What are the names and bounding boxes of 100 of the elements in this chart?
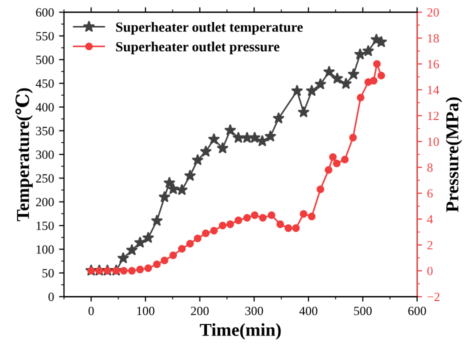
legend-label: Superheater outlet pressure	[116, 42, 280, 54]
point	[349, 134, 357, 142]
y2-tick-label: 12	[428, 112, 439, 120]
point	[226, 220, 234, 228]
point	[250, 211, 258, 220]
point	[356, 94, 364, 102]
point	[126, 244, 138, 256]
point	[300, 210, 308, 218]
point	[354, 48, 366, 60]
y-tick-label: 200	[36, 198, 54, 206]
x-tick-label: 600	[408, 306, 426, 316]
point	[192, 154, 204, 166]
y-tick-label: 0	[48, 292, 54, 302]
x-tick-label: 100	[137, 306, 154, 316]
point	[184, 170, 196, 181]
y2-tick-label: 14	[428, 86, 440, 94]
x-axis-title: Time(min)	[200, 323, 281, 340]
y-tick-label: 450	[36, 79, 54, 88]
point	[264, 130, 276, 142]
point	[202, 229, 210, 238]
x-tick-label: 500	[354, 306, 372, 316]
point	[134, 236, 146, 248]
y2-tick-label: 2	[427, 240, 432, 250]
point	[232, 132, 244, 144]
point	[160, 256, 168, 264]
point	[136, 266, 144, 274]
point	[178, 244, 186, 253]
point	[341, 156, 349, 164]
point	[256, 134, 268, 146]
point	[370, 76, 378, 85]
y2-tick-label: 16	[428, 60, 439, 68]
y2-tick-label: 8	[427, 163, 433, 172]
y-tick-label: 350	[36, 126, 54, 136]
point	[153, 260, 161, 268]
point	[117, 252, 130, 264]
y2-tick-label: 10	[428, 138, 439, 146]
point	[210, 226, 218, 235]
point	[308, 212, 316, 220]
point	[104, 266, 112, 275]
point	[316, 186, 324, 194]
point	[87, 266, 95, 275]
point	[291, 84, 304, 96]
y-tick-label: 150	[36, 222, 54, 230]
point	[208, 133, 220, 144]
y2-tick-label: 6	[427, 189, 433, 198]
point	[268, 211, 276, 220]
legend-label: Superheater outlet temperature	[116, 22, 303, 35]
y-tick-label: 600	[36, 8, 54, 17]
point	[216, 142, 229, 154]
point	[194, 234, 202, 242]
x-tick-label: 0	[88, 306, 94, 316]
point	[144, 264, 152, 272]
x-tick-label: 200	[190, 306, 209, 316]
x-tick-label: 300	[245, 306, 264, 316]
y2-tick-label: 4	[427, 215, 433, 224]
point	[284, 224, 292, 232]
y-axis-title: Temperature(℃)	[15, 88, 33, 222]
y-tick-label: 400	[36, 103, 54, 112]
point	[340, 78, 352, 89]
point	[150, 214, 163, 226]
point	[259, 214, 267, 222]
point	[112, 266, 120, 275]
y-tick-label: 550	[36, 32, 54, 40]
point	[200, 145, 212, 157]
y2-tick-label: 18	[428, 34, 439, 43]
point	[324, 166, 332, 174]
point	[323, 66, 336, 78]
point	[362, 44, 374, 56]
point	[276, 220, 284, 228]
point	[142, 232, 154, 244]
point	[167, 182, 180, 194]
point	[186, 240, 194, 248]
point	[331, 72, 344, 84]
y-tick-label: 500	[36, 56, 54, 64]
point	[373, 60, 381, 68]
y2-tick-label: 0	[427, 266, 433, 276]
y2-axis-title: Pressure(MPa)	[446, 97, 462, 212]
point	[224, 124, 236, 136]
point	[248, 132, 261, 144]
y-tick-label: 100	[36, 245, 54, 254]
y-tick-label: 250	[36, 174, 54, 183]
y-tick-label: 300	[36, 150, 54, 159]
point	[332, 160, 341, 168]
point	[377, 72, 386, 80]
y-tick-label: 50	[42, 268, 54, 278]
point	[329, 153, 337, 161]
point	[218, 222, 226, 230]
point	[158, 190, 170, 202]
point	[243, 214, 251, 222]
point	[95, 266, 104, 275]
point	[314, 78, 326, 90]
x-tick-label: 400	[299, 306, 318, 316]
point	[234, 216, 242, 224]
point	[298, 106, 310, 118]
point	[272, 112, 285, 124]
y2-tick-label: 20	[427, 8, 439, 17]
point	[163, 176, 176, 188]
point	[120, 266, 128, 275]
point	[306, 84, 318, 96]
y2-tick-label: −2	[427, 292, 440, 301]
